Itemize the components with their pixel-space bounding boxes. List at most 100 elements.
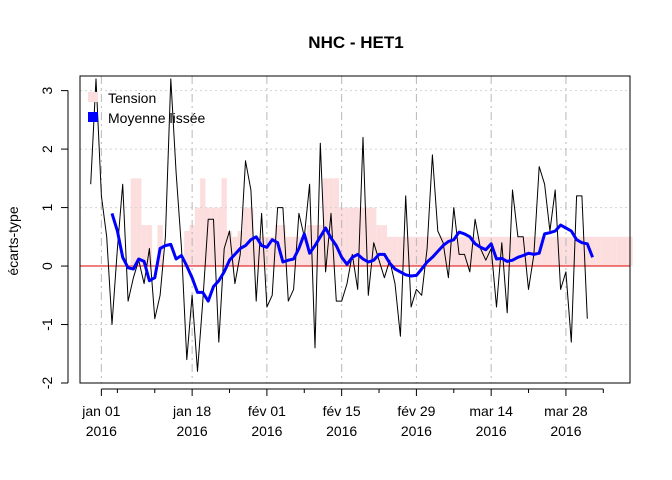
plot-frame	[79, 75, 631, 384]
tension-bar	[397, 236, 404, 267]
tension-bar	[477, 236, 484, 267]
legend-swatch-smoothed	[88, 112, 98, 122]
tension-bar	[461, 236, 468, 267]
y-tick-label: -1	[39, 318, 55, 331]
tension-bar	[242, 207, 249, 267]
tension-bar	[376, 225, 382, 267]
tension-bar	[589, 236, 596, 267]
tension-bar	[306, 225, 313, 267]
tension-bar	[290, 236, 297, 267]
x-tick-label: mar 28	[544, 403, 588, 419]
tension-bar	[141, 225, 147, 267]
chart-title: NHC - HET1	[308, 33, 403, 52]
tension-bar	[157, 225, 163, 267]
x-tick-label: jan 18	[172, 403, 211, 419]
tension-bar	[573, 236, 580, 267]
tension-bar	[419, 236, 425, 267]
tension-bar	[568, 236, 574, 267]
x-tick-label: fév 29	[397, 403, 435, 419]
y-tick-label: 1	[39, 203, 55, 211]
raw-signal-line	[90, 78, 588, 372]
y-axis-title: écarts-type	[5, 206, 21, 275]
legend-label-smoothed: Moyenne lissée	[108, 110, 205, 126]
tension-bar	[600, 236, 606, 267]
tension-bar	[371, 207, 377, 267]
tension-bar	[387, 236, 393, 267]
x-tick-label: mar 14	[469, 403, 513, 419]
tension-bar	[280, 225, 286, 267]
smoothed-mean-line	[110, 212, 594, 303]
tension-bar	[552, 236, 558, 267]
y-tick-label: 3	[39, 87, 55, 95]
tension-bar	[194, 207, 201, 267]
tension-bar	[520, 236, 526, 267]
tension-bar	[355, 207, 361, 267]
tension-bar	[232, 236, 238, 267]
tension-bar	[611, 236, 617, 267]
tension-bar	[541, 236, 548, 267]
tension-bar	[221, 178, 227, 267]
tension-bar	[584, 236, 590, 267]
y-tick-label: 0	[39, 262, 55, 270]
tension-bar	[365, 207, 372, 267]
y-tick-label: 2	[39, 145, 55, 153]
tension-bar	[509, 236, 516, 267]
y-tick-label: -2	[39, 377, 55, 390]
tension-bar	[408, 236, 414, 267]
tension-bar	[451, 236, 457, 267]
tension-bar	[445, 236, 452, 267]
legend-swatch-tension	[88, 92, 98, 102]
tension-bar	[392, 236, 398, 267]
tension-bar	[467, 236, 473, 267]
tension-bar	[429, 236, 436, 267]
series-lines	[90, 78, 594, 372]
x-tick-label-year: 2016	[326, 423, 357, 439]
tension-bar	[504, 236, 510, 267]
tension-bar	[616, 236, 622, 267]
tension-bar	[200, 178, 206, 267]
tension-bar	[205, 207, 211, 267]
tension-bar	[547, 236, 553, 267]
tension-bar	[210, 207, 217, 267]
x-tick-label: fév 15	[323, 403, 361, 419]
x-tick-label-year: 2016	[251, 423, 282, 439]
tension-bar	[333, 178, 339, 267]
x-tick-label-year: 2016	[550, 423, 581, 439]
x-tick-label-year: 2016	[476, 423, 507, 439]
legend-label-tension: Tension	[108, 90, 156, 106]
tension-bar	[146, 225, 153, 267]
tension-bar	[349, 207, 355, 267]
tension-bar	[269, 236, 275, 267]
tension-bar	[493, 236, 500, 267]
tension-bar	[184, 230, 190, 267]
x-tick-label-year: 2016	[86, 423, 117, 439]
tension-bar	[253, 236, 259, 267]
tension-bar	[258, 236, 265, 267]
tension-bar	[338, 207, 345, 267]
x-tick-label: jan 01	[81, 403, 120, 419]
x-tick-label-year: 2016	[401, 423, 432, 439]
tension-bar	[557, 236, 564, 267]
tension-bar	[403, 236, 409, 267]
tension-bar	[285, 236, 291, 267]
tension-bar	[328, 178, 334, 267]
tension-bar	[579, 236, 585, 267]
tension-bar	[136, 178, 142, 267]
x-tick-label: fév 01	[248, 403, 286, 419]
tension-bar	[317, 225, 323, 267]
tension-bar	[472, 236, 478, 267]
tension-bar	[360, 207, 366, 267]
tension-bar	[515, 236, 521, 267]
tension-bar	[605, 236, 612, 267]
x-axis: jan 01 2016 jan 18 2016 fév 01 2016 fév 15 2016…	[81, 388, 604, 439]
x-tick-label-year: 2016	[177, 423, 208, 439]
tension-bar	[595, 236, 601, 267]
tension-bar	[248, 207, 254, 267]
tension-bar	[344, 207, 350, 267]
tension-bar	[216, 207, 222, 267]
tension-bar	[381, 225, 388, 267]
tension-bar	[483, 236, 489, 267]
tension-bar	[621, 236, 628, 267]
tension-bar	[525, 236, 532, 267]
tension-bar	[440, 236, 446, 267]
